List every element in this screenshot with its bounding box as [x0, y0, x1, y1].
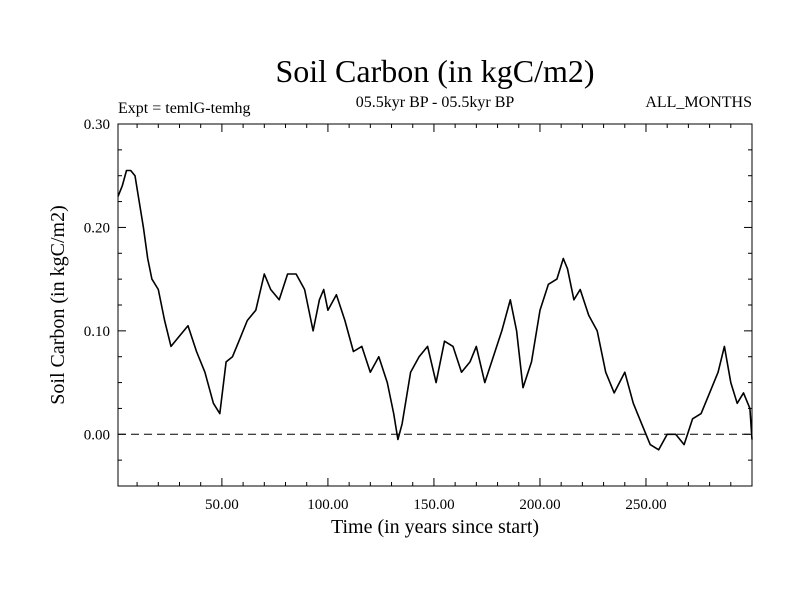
data-lines	[117, 169, 753, 451]
x-tick-label: 150.00	[413, 497, 454, 513]
axis-ticks	[118, 123, 753, 487]
y-tick-label: 0.00	[84, 427, 110, 443]
x-tick-label: 50.00	[205, 497, 239, 513]
x-tick-label: 200.00	[519, 497, 560, 513]
tick-labels: 50.00 100.00 150.00 200.00 250.00 0.00 0.10 0.2…	[84, 117, 667, 513]
months-label: ALL_MONTHS	[645, 94, 752, 111]
x-axis-label: Time (in years since start)	[331, 516, 539, 538]
y-axis-label: Soil Carbon (in kgC/m2)	[47, 205, 69, 404]
y-tick-label: 0.10	[84, 324, 110, 340]
x-tick-label: 250.00	[625, 497, 666, 513]
chart-title: Soil Carbon (in kgC/m2)	[275, 53, 594, 89]
experiment-label: Expt = temlG-temhg	[118, 100, 251, 117]
y-tick-label: 0.30	[84, 117, 110, 133]
series-line	[117, 169, 753, 451]
period-label: 05.5kyr BP - 05.5kyr BP	[356, 94, 515, 111]
x-tick-label: 100.00	[307, 497, 348, 513]
y-tick-label: 0.20	[84, 220, 110, 236]
plot-frame	[117, 123, 753, 487]
